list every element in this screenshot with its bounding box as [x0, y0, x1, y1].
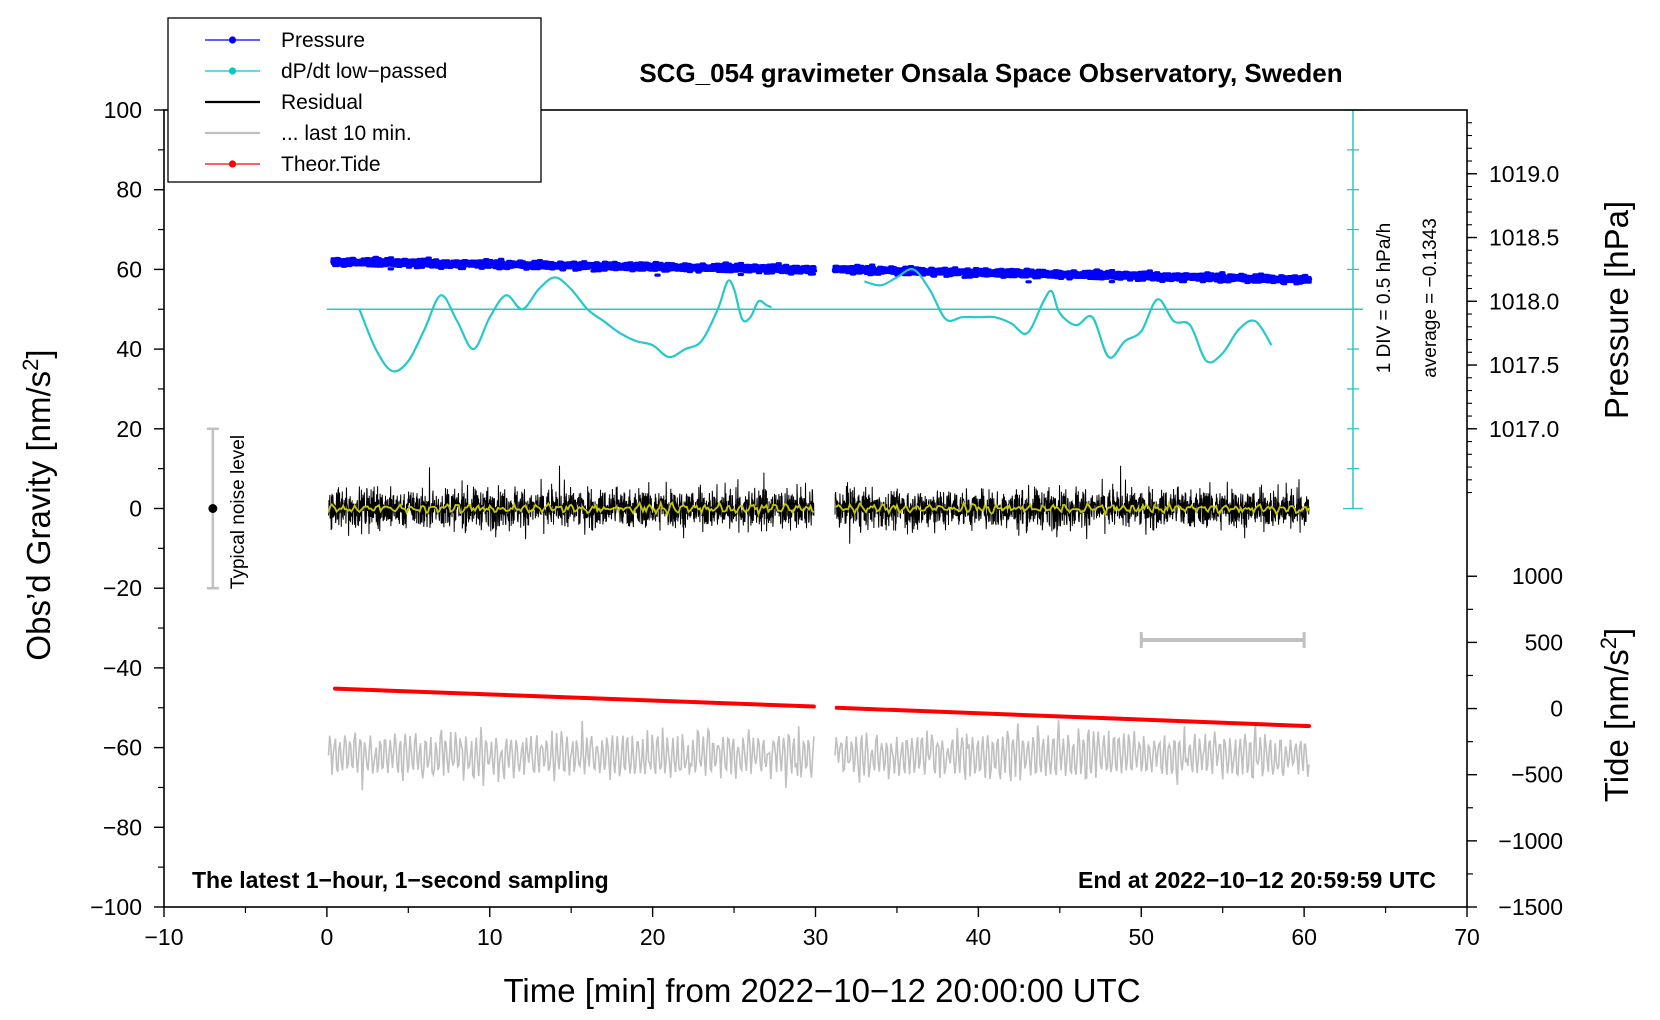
- x-tick-label: 40: [966, 924, 992, 950]
- theoretical-tide-line: [834, 705, 1312, 729]
- sampling-note: The latest 1−hour, 1−second sampling: [192, 867, 609, 893]
- noise-bar-dot: [208, 504, 218, 513]
- legend-label: Pressure: [281, 29, 365, 52]
- y-tick-label: 80: [116, 177, 142, 203]
- theoretical-tide-line: [333, 686, 816, 709]
- noise-level-label: Typical noise level: [228, 435, 249, 589]
- residual-line: [328, 465, 815, 540]
- residual-line: [834, 465, 1310, 544]
- tide-axis-title-end: ]: [1598, 628, 1635, 637]
- legend-label: dP/dt low−passed: [281, 60, 447, 83]
- legend-marker: [228, 36, 237, 44]
- legend-marker: [228, 67, 237, 75]
- x-tick-label: 30: [803, 924, 829, 950]
- tide-tick-label: 1000: [1512, 563, 1563, 589]
- y-tick-label: −20: [103, 575, 142, 601]
- tide-tick-label: −500: [1511, 762, 1563, 788]
- x-tick-label: −10: [144, 924, 183, 950]
- y-tick-label: −40: [103, 655, 142, 681]
- residual-smoothed-line: [834, 499, 1310, 518]
- dpdt-average-note: average = −0.1343: [1420, 218, 1441, 378]
- tide-tick-label: −1000: [1498, 828, 1563, 854]
- y-tick-label: 60: [116, 256, 142, 282]
- tide-tick-label: −1500: [1498, 894, 1563, 920]
- legend-marker: [228, 160, 237, 168]
- left-y-axis-title: Obs’d Gravity [nm/s2]: [18, 349, 57, 660]
- last-10-min-line: [327, 720, 815, 791]
- dpdt-lowpassed-line: [864, 267, 1273, 364]
- pressure-tick-label: 1017.0: [1489, 416, 1559, 442]
- y-tick-label: −60: [103, 735, 142, 761]
- tide-axis-title-main: Tide [nm/s: [1598, 649, 1635, 802]
- chart-title: SCG_054 gravimeter Onsala Space Observat…: [639, 58, 1342, 88]
- dpdt-lowpassed-line: [358, 276, 772, 373]
- pressure-tick-label: 1017.5: [1489, 352, 1559, 378]
- legend-label: Residual: [281, 91, 363, 114]
- pressure-dots: [330, 255, 818, 277]
- tide-axis-title-sup: 2: [1596, 637, 1621, 649]
- tide-axis-title: Tide [nm/s2]: [1596, 628, 1635, 802]
- x-axis-title: Time [min] from 2022−10−12 20:00:00 UTC: [503, 972, 1140, 1009]
- y-tick-label: 0: [129, 496, 142, 522]
- x-tick-label: 70: [1454, 924, 1480, 950]
- legend-label: ... last 10 min.: [281, 122, 412, 145]
- x-tick-label: 10: [477, 924, 503, 950]
- x-tick-label: 0: [320, 924, 333, 950]
- pressure-tick-label: 1018.5: [1489, 225, 1559, 251]
- y-tick-label: −80: [103, 814, 142, 840]
- y-tick-label: 40: [116, 336, 142, 362]
- y-tick-label: −100: [90, 894, 142, 920]
- end-time-note: End at 2022−10−12 20:59:59 UTC: [1078, 867, 1436, 893]
- x-tick-label: 20: [640, 924, 666, 950]
- tide-tick-label: 500: [1525, 629, 1563, 655]
- dpdt-scale-note: 1 DIV = 0.5 hPa/h: [1374, 223, 1395, 374]
- y-tick-label: 100: [104, 97, 142, 123]
- data-series-layer: [206, 109, 1363, 791]
- y-tick-label: 20: [116, 416, 142, 442]
- left-y-axis-title-end: ]: [20, 349, 57, 358]
- pressure-tick-label: 1018.0: [1489, 288, 1559, 314]
- left-y-axis-title-main: Obs’d Gravity [nm/s: [20, 371, 57, 661]
- tide-tick-label: 0: [1550, 696, 1563, 722]
- pressure-dots: [831, 263, 1313, 286]
- residual-smoothed-line: [327, 499, 815, 518]
- legend: Pressure dP/dt low−passed Residual ... last…: [167, 17, 542, 183]
- left-y-axis-title-sup: 2: [18, 359, 43, 371]
- last-10-min-line: [834, 720, 1310, 785]
- x-tick-label: 60: [1291, 924, 1317, 950]
- legend-box: [167, 17, 542, 183]
- ticks-layer: −10 0 10 20 30 40 50 60 70−100−80−60−40−20020406…: [90, 97, 1563, 950]
- x-tick-label: 50: [1128, 924, 1154, 950]
- legend-label: Theor.Tide: [281, 153, 381, 176]
- pressure-tick-label: 1019.0: [1489, 161, 1559, 187]
- pressure-axis-title: Pressure [hPa]: [1598, 201, 1635, 419]
